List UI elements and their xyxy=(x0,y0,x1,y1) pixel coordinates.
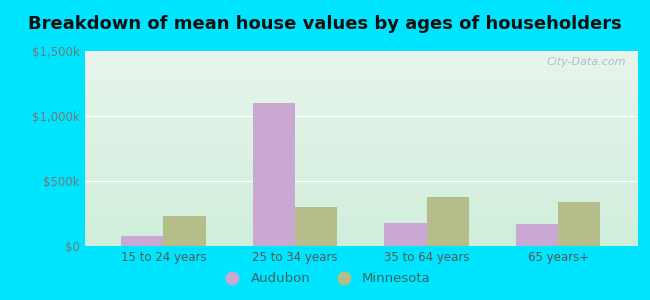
Bar xyxy=(163,216,205,246)
Bar xyxy=(253,103,295,246)
Text: City-Data.com: City-Data.com xyxy=(547,57,626,67)
Bar xyxy=(516,224,558,246)
Text: Breakdown of mean house values by ages of householders: Breakdown of mean house values by ages o… xyxy=(28,15,622,33)
Bar xyxy=(426,196,469,246)
Bar xyxy=(122,236,163,246)
Legend: Audubon, Minnesota: Audubon, Minnesota xyxy=(214,267,436,290)
Bar xyxy=(295,207,337,246)
Bar xyxy=(384,223,426,246)
Bar xyxy=(558,202,600,246)
